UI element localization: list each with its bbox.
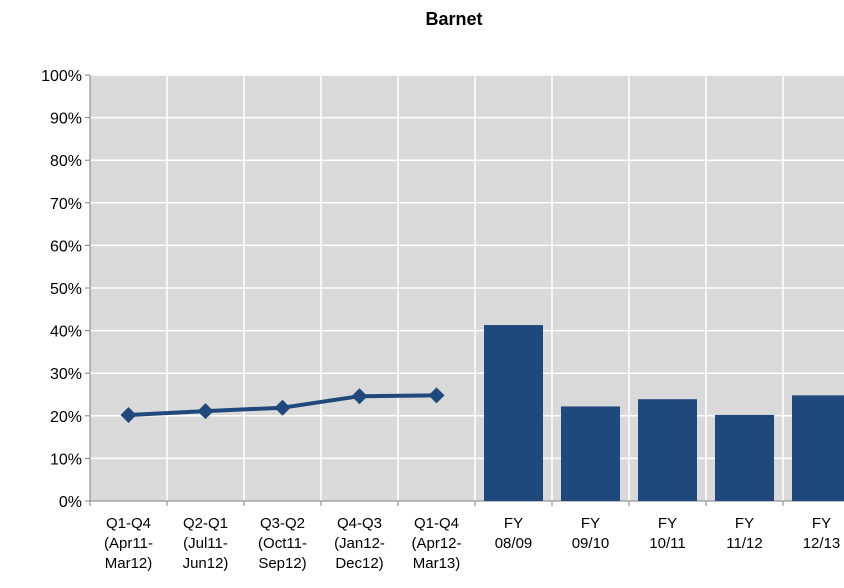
line-series [120,387,445,423]
x-tick-label: Mar12) [105,555,153,572]
chart-title: Barnet [425,9,483,29]
line-point [120,406,137,423]
x-tick-label: Q4-Q3 [337,515,382,532]
bar [484,325,543,501]
x-tick-label: (Apr12- [411,535,461,552]
x-tick-label: FY [504,515,523,532]
y-tick-label: 80% [50,153,82,170]
x-tick-label: FY [735,515,754,532]
x-tick-label: 11/12 [726,535,762,552]
y-tick-label: 90% [50,111,82,128]
y-axis-tick-labels: 0% 10% 20% 30% 40% 50% 60% 70% 80% 90% 100% [41,68,82,511]
x-tick-label: Q2-Q1 [183,515,228,532]
x-tick-label: Jun12) [183,555,229,572]
x-tick-label: (Apr11- [104,535,153,552]
y-tick-label: 100% [41,68,82,85]
bar-series [484,325,844,501]
y-tick-label: 10% [50,451,82,468]
x-tick-label: 12/13 [803,535,841,552]
x-tick-label: 08/09 [495,535,533,552]
y-tick-label: 40% [50,324,82,341]
x-tick-label: (Jul11- [183,535,228,552]
bar [638,399,697,501]
line-point [197,403,214,420]
x-tick-label: 09/10 [572,535,610,552]
x-tick-label: Dec12) [335,555,383,572]
y-tick-label: 0% [59,494,82,511]
x-tick-label: Q1-Q4 [106,515,151,532]
bar [715,414,774,501]
x-tick-label: (Jan12- [334,535,385,552]
x-tick-label: FY [581,515,600,532]
line-point [274,399,291,416]
x-tick-label: FY [812,515,831,532]
y-tick-label: 50% [50,281,82,298]
x-tick-label: Q1-Q4 [414,515,459,532]
y-tick-label: 30% [50,366,82,383]
x-tick-label: Q3-Q2 [260,515,305,532]
x-tick-label: FY [658,515,677,532]
y-tick-label: 20% [50,409,82,426]
bar [561,406,620,501]
x-tick-label: (Oct11- [258,535,307,552]
x-tick-label: 10/11 [649,535,685,552]
x-tick-label: Sep12) [258,555,306,572]
line-point [428,387,445,404]
line-point [351,388,368,405]
x-tick-label: Mar13) [413,555,461,572]
y-tick-label: 70% [50,196,82,213]
bar [792,395,844,501]
x-axis-category-labels: Q1-Q4 (Apr11- Mar12) Q2-Q1 (Jul11- Jun12) Q3-Q… [104,515,840,572]
gridlines [90,74,844,501]
y-tick-label: 60% [50,238,82,255]
